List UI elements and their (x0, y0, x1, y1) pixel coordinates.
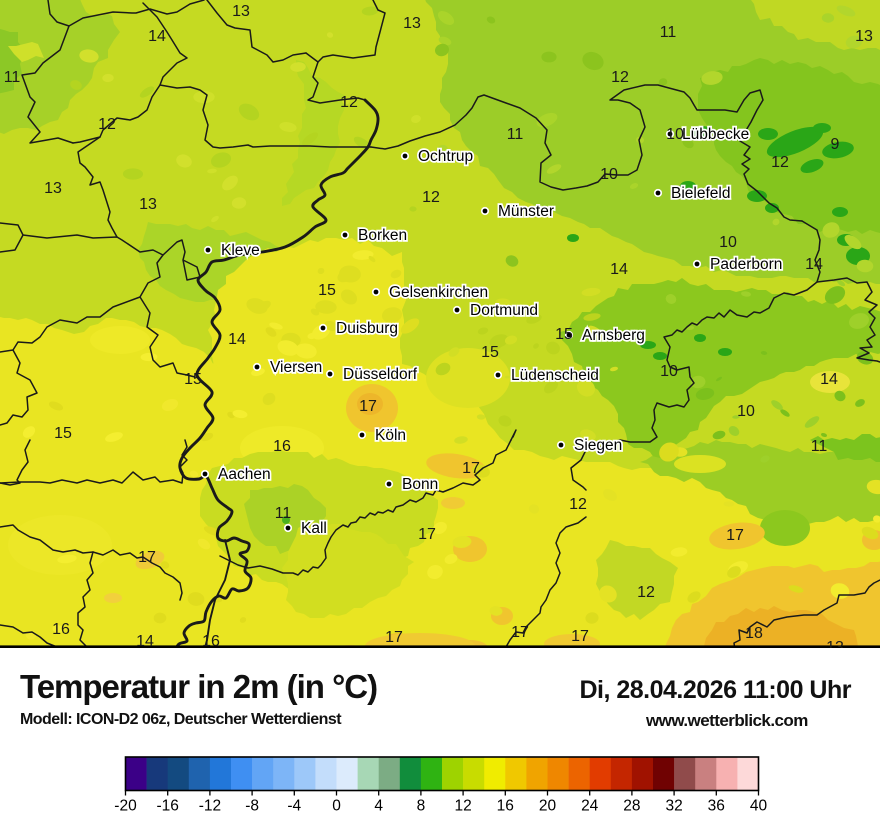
svg-text:40: 40 (750, 798, 768, 815)
svg-text:17: 17 (571, 628, 589, 645)
svg-text:28: 28 (623, 798, 640, 815)
svg-text:15: 15 (481, 344, 499, 361)
svg-text:10: 10 (719, 234, 737, 251)
svg-text:Köln: Köln (375, 427, 406, 444)
svg-text:-20: -20 (114, 798, 137, 815)
svg-text:Dortmund: Dortmund (470, 302, 538, 319)
svg-text:Ochtrup: Ochtrup (418, 148, 473, 165)
svg-text:Borken: Borken (358, 227, 407, 244)
svg-text:32: 32 (665, 798, 682, 815)
svg-text:11: 11 (507, 126, 524, 143)
svg-text:11: 11 (275, 505, 292, 522)
svg-text:Münster: Münster (498, 203, 554, 220)
svg-text:10: 10 (737, 403, 755, 420)
svg-text:17: 17 (385, 629, 403, 646)
svg-text:12: 12 (98, 116, 116, 133)
svg-text:16: 16 (273, 438, 291, 455)
svg-text:16: 16 (497, 798, 514, 815)
svg-text:13: 13 (403, 15, 421, 32)
svg-text:17: 17 (511, 624, 529, 641)
svg-text:15: 15 (184, 371, 202, 388)
svg-text:Kall: Kall (301, 520, 327, 537)
svg-text:0: 0 (332, 798, 341, 815)
svg-text:Siegen: Siegen (574, 437, 622, 454)
svg-text:-12: -12 (199, 798, 221, 815)
svg-text:12: 12 (454, 798, 471, 815)
svg-text:15: 15 (555, 326, 573, 343)
svg-text:Bonn: Bonn (402, 476, 438, 493)
svg-text:Lüdenscheid: Lüdenscheid (511, 367, 599, 384)
svg-text:17: 17 (359, 398, 377, 415)
svg-text:14: 14 (228, 331, 246, 348)
svg-text:-8: -8 (245, 798, 259, 815)
svg-text:Kleve: Kleve (221, 242, 260, 259)
svg-text:Arnsberg: Arnsberg (582, 327, 645, 344)
svg-text:-16: -16 (156, 798, 178, 815)
svg-text:12: 12 (771, 154, 789, 171)
svg-text:24: 24 (581, 798, 599, 815)
svg-text:12: 12 (611, 69, 629, 86)
svg-text:12: 12 (637, 584, 655, 601)
svg-text:Duisburg: Duisburg (336, 320, 398, 337)
svg-text:10: 10 (600, 166, 618, 183)
svg-text:17: 17 (138, 549, 156, 566)
svg-text:14: 14 (610, 261, 628, 278)
svg-text:16: 16 (52, 621, 70, 638)
svg-text:4: 4 (374, 798, 383, 815)
svg-text:17: 17 (726, 527, 744, 544)
svg-text:Bielefeld: Bielefeld (671, 185, 730, 202)
svg-text:Aachen: Aachen (218, 466, 271, 483)
svg-text:11: 11 (811, 438, 828, 455)
svg-text:11: 11 (4, 69, 21, 86)
svg-text:12: 12 (422, 189, 440, 206)
svg-text:16: 16 (202, 633, 220, 650)
svg-text:13: 13 (826, 639, 844, 656)
svg-text:Düsseldorf: Düsseldorf (343, 366, 418, 383)
svg-text:17: 17 (418, 526, 436, 543)
svg-text:13: 13 (855, 28, 873, 45)
svg-text:12: 12 (569, 496, 587, 513)
svg-text:18: 18 (745, 625, 763, 642)
svg-text:12: 12 (340, 94, 358, 111)
svg-text:14: 14 (136, 633, 154, 650)
svg-text:13: 13 (232, 3, 250, 20)
svg-text:14: 14 (805, 256, 823, 273)
svg-text:-4: -4 (287, 798, 301, 815)
svg-text:13: 13 (44, 180, 62, 197)
svg-text:11: 11 (660, 24, 677, 41)
svg-text:Paderborn: Paderborn (710, 256, 782, 273)
svg-text:20: 20 (539, 798, 557, 815)
svg-text:9: 9 (831, 136, 840, 153)
svg-text:15: 15 (54, 425, 72, 442)
svg-text:10: 10 (660, 363, 678, 380)
svg-text:36: 36 (708, 798, 725, 815)
svg-text:14: 14 (148, 28, 166, 45)
svg-text:Viersen: Viersen (270, 359, 322, 376)
svg-text:10: 10 (666, 126, 684, 143)
svg-text:14: 14 (820, 371, 838, 388)
svg-text:15: 15 (318, 282, 336, 299)
svg-text:8: 8 (417, 798, 426, 815)
svg-text:13: 13 (139, 196, 157, 213)
svg-text:Gelsenkirchen: Gelsenkirchen (389, 284, 488, 301)
svg-text:Lübbecke: Lübbecke (682, 126, 749, 143)
svg-text:17: 17 (462, 460, 480, 477)
